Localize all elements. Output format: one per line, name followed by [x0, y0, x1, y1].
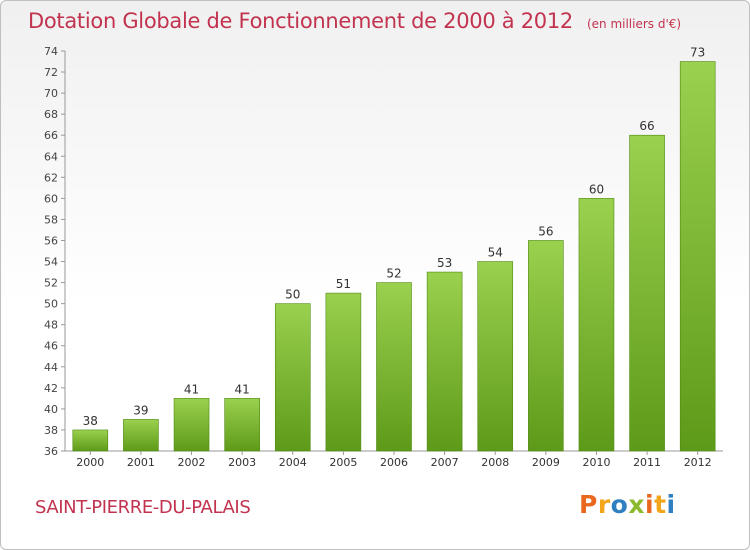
chart-title-text: Dotation Globale de Fonctionnement de 20… [28, 9, 573, 33]
logo-letter: i [666, 490, 676, 519]
bar-value-label: 73 [690, 46, 705, 60]
bar [224, 398, 260, 452]
y-tick-label: 66 [44, 129, 58, 142]
bar [123, 419, 159, 452]
bar-value-label: 56 [538, 224, 553, 238]
y-tick-label: 54 [44, 256, 58, 269]
y-tick-label: 40 [44, 403, 58, 416]
bar-value-label: 38 [83, 414, 98, 428]
y-tick-label: 64 [44, 150, 58, 163]
y-tick-label: 62 [44, 171, 58, 184]
bar [578, 198, 615, 452]
logo-letter: x [628, 490, 645, 519]
bar [477, 261, 514, 452]
bar-value-label: 41 [184, 382, 199, 396]
y-tick-label: 50 [44, 298, 58, 311]
bar-value-label: 50 [285, 288, 300, 302]
bar [325, 292, 362, 452]
y-tick-label: 44 [44, 361, 58, 374]
commune-name: SAINT-PIERRE-DU-PALAIS [35, 497, 251, 518]
x-tick-label: 2004 [279, 456, 307, 469]
x-tick-label: 2000 [76, 456, 104, 469]
logo-letter: i [645, 490, 655, 519]
x-tick-label: 2009 [532, 456, 560, 469]
bar-value-label: 54 [488, 246, 503, 260]
bar [528, 240, 564, 452]
bar [173, 398, 210, 452]
bar-value-label: 53 [437, 256, 452, 270]
y-tick-label: 60 [44, 192, 58, 205]
y-tick-label: 48 [44, 319, 58, 332]
y-tick-label: 42 [44, 382, 58, 395]
x-tick-label: 2008 [481, 456, 509, 469]
logo-letter: o [610, 490, 629, 519]
bar-value-label: 39 [133, 403, 148, 417]
proxiti-logo: Proxiti [579, 490, 676, 519]
y-tick-label: 52 [44, 277, 58, 290]
logo-letter: t [654, 490, 667, 519]
y-tick-label: 72 [44, 66, 58, 79]
x-tick-label: 2006 [380, 456, 408, 469]
bar [679, 61, 716, 452]
x-tick-label: 2011 [633, 456, 661, 469]
x-tick-label: 2002 [178, 456, 206, 469]
bar-value-label: 66 [639, 119, 654, 133]
chart-title: Dotation Globale de Fonctionnement de 20… [28, 9, 681, 33]
x-tick-label: 2001 [127, 456, 155, 469]
y-tick-label: 56 [44, 234, 58, 247]
bar [629, 134, 665, 452]
bar-value-label: 51 [336, 277, 351, 291]
bar [274, 303, 311, 452]
y-tick-label: 70 [44, 87, 58, 100]
bar [72, 429, 109, 452]
y-tick-label: 74 [44, 45, 58, 58]
bar-value-label: 41 [235, 382, 250, 396]
bar [376, 282, 412, 452]
y-tick-label: 36 [44, 445, 58, 458]
x-tick-label: 2007 [431, 456, 459, 469]
bar-value-label: 60 [589, 182, 604, 196]
x-tick-label: 2012 [684, 456, 712, 469]
bar-value-label: 52 [386, 267, 401, 281]
chart-unit: (en milliers d'€) [586, 17, 682, 31]
logo-letter: r [597, 490, 611, 519]
x-tick-label: 2010 [582, 456, 610, 469]
x-tick-label: 2005 [329, 456, 357, 469]
y-tick-label: 58 [44, 213, 58, 226]
logo-letter: P [579, 490, 598, 519]
bar [426, 271, 463, 452]
y-tick-label: 46 [44, 340, 58, 353]
x-tick-label: 2003 [228, 456, 256, 469]
y-tick-label: 68 [44, 108, 58, 121]
y-tick-label: 38 [44, 424, 58, 437]
